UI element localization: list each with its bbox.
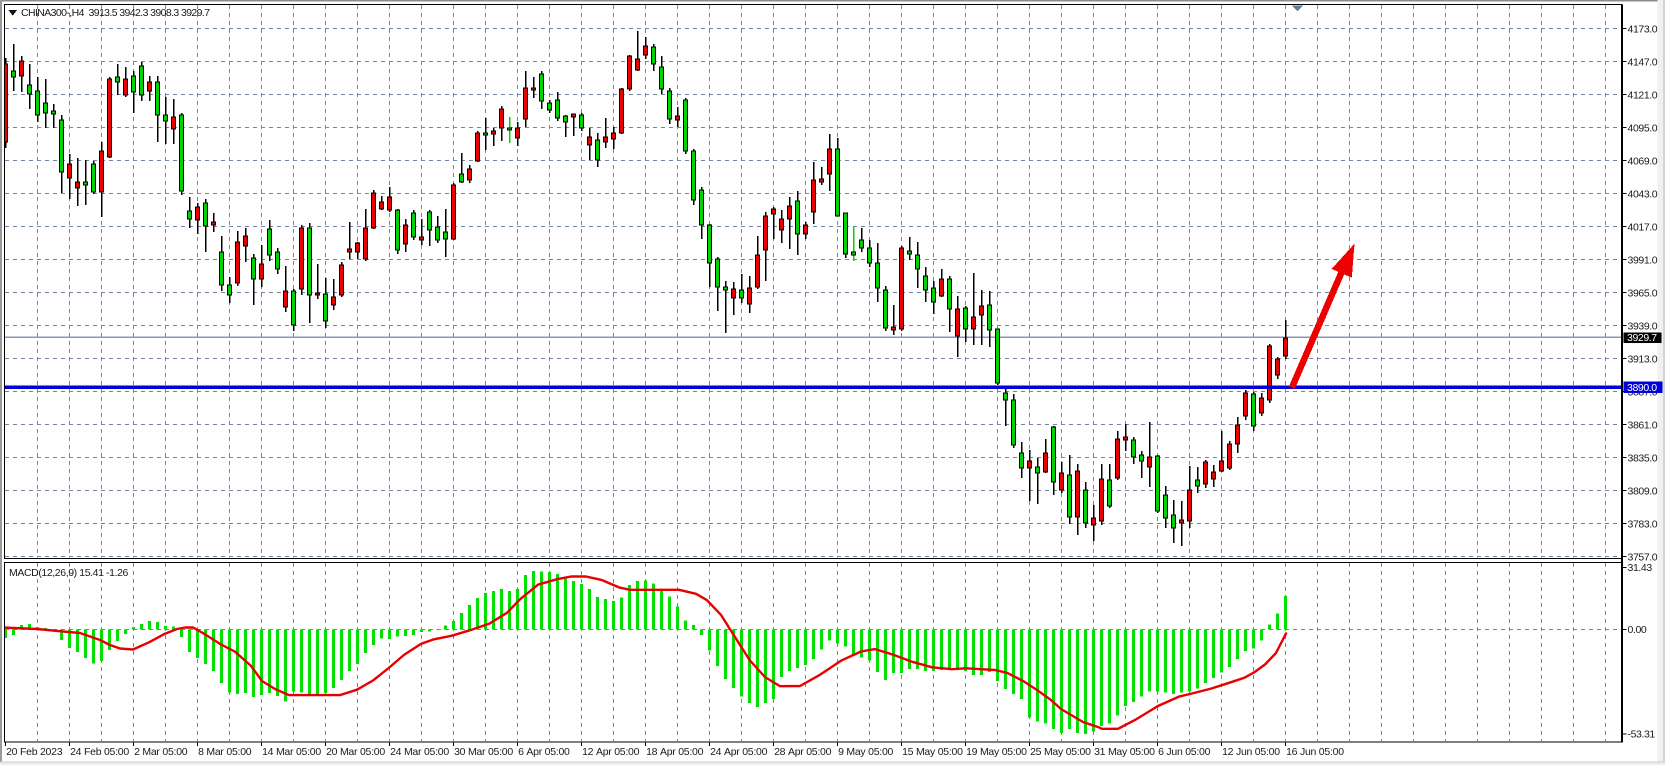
svg-text:3991.0: 3991.0 — [1628, 254, 1658, 266]
svg-text:18 Apr 05:00: 18 Apr 05:00 — [646, 746, 704, 758]
svg-text:3783.0: 3783.0 — [1628, 518, 1658, 530]
svg-text:8 Mar 05:00: 8 Mar 05:00 — [198, 746, 252, 758]
svg-text:4043.0: 4043.0 — [1628, 188, 1658, 200]
svg-text:31 May 05:00: 31 May 05:00 — [1094, 746, 1155, 758]
svg-text:6 Jun 05:00: 6 Jun 05:00 — [1158, 746, 1211, 758]
svg-text:0.00: 0.00 — [1628, 624, 1647, 636]
svg-text:4121.0: 4121.0 — [1628, 89, 1658, 101]
svg-text:24 Mar 05:00: 24 Mar 05:00 — [390, 746, 449, 758]
svg-text:6 Apr 05:00: 6 Apr 05:00 — [518, 746, 570, 758]
svg-text:3809.0: 3809.0 — [1628, 485, 1658, 497]
svg-text:20 Mar 05:00: 20 Mar 05:00 — [326, 746, 385, 758]
svg-text:3861.0: 3861.0 — [1628, 419, 1658, 431]
svg-text:CHINA300-,H4 3913.5 3942.3 39: CHINA300-,H4 3913.5 3942.3 3908.3 3929.7 — [21, 7, 210, 19]
svg-text:16 Jun 05:00: 16 Jun 05:00 — [1286, 746, 1344, 758]
svg-text:19 May 05:00: 19 May 05:00 — [966, 746, 1027, 758]
svg-text:3929.7: 3929.7 — [1627, 332, 1657, 344]
svg-text:24 Apr 05:00: 24 Apr 05:00 — [710, 746, 768, 758]
svg-text:15 May 05:00: 15 May 05:00 — [902, 746, 963, 758]
svg-text:4173.0: 4173.0 — [1628, 23, 1658, 35]
svg-text:30 Mar 05:00: 30 Mar 05:00 — [454, 746, 513, 758]
svg-text:28 Apr 05:00: 28 Apr 05:00 — [774, 746, 832, 758]
svg-text:-53.31: -53.31 — [1628, 729, 1656, 741]
svg-text:20 Feb 2023: 20 Feb 2023 — [6, 746, 63, 758]
svg-text:4017.0: 4017.0 — [1628, 221, 1658, 233]
svg-text:3939.0: 3939.0 — [1628, 320, 1658, 332]
svg-text:31.43: 31.43 — [1628, 562, 1653, 574]
svg-text:MACD(12,26,9) 15.41 -1.26: MACD(12,26,9) 15.41 -1.26 — [9, 567, 129, 579]
svg-text:2 Mar 05:00: 2 Mar 05:00 — [134, 746, 188, 758]
svg-text:3965.0: 3965.0 — [1628, 287, 1658, 299]
svg-text:9 May 05:00: 9 May 05:00 — [838, 746, 893, 758]
svg-text:3890.0: 3890.0 — [1627, 382, 1657, 394]
svg-text:4147.0: 4147.0 — [1628, 56, 1658, 68]
svg-text:4095.0: 4095.0 — [1628, 122, 1658, 134]
svg-text:3835.0: 3835.0 — [1628, 452, 1658, 464]
svg-text:14 Mar 05:00: 14 Mar 05:00 — [262, 746, 321, 758]
svg-text:24 Feb 05:00: 24 Feb 05:00 — [70, 746, 129, 758]
svg-text:3757.0: 3757.0 — [1628, 551, 1658, 563]
svg-text:25 May 05:00: 25 May 05:00 — [1030, 746, 1091, 758]
svg-text:12 Jun 05:00: 12 Jun 05:00 — [1222, 746, 1280, 758]
svg-text:3913.0: 3913.0 — [1628, 353, 1658, 365]
svg-text:4069.0: 4069.0 — [1628, 155, 1658, 167]
svg-text:12 Apr 05:00: 12 Apr 05:00 — [582, 746, 640, 758]
